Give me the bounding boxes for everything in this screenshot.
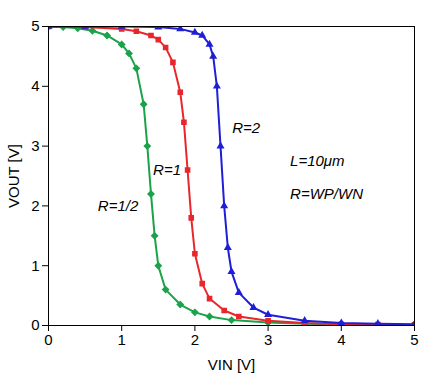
svg-text:5: 5	[410, 331, 418, 348]
svg-text:0: 0	[31, 316, 39, 333]
svg-text:3: 3	[264, 331, 272, 348]
svg-text:R=WP/WN: R=WP/WN	[290, 185, 363, 202]
svg-text:R=1/2: R=1/2	[98, 197, 139, 214]
svg-text:4: 4	[337, 331, 345, 348]
svg-text:R=1: R=1	[153, 161, 181, 178]
svg-text:2: 2	[191, 331, 199, 348]
svg-text:2: 2	[31, 197, 39, 214]
svg-text:R=2: R=2	[232, 119, 261, 136]
svg-text:1: 1	[31, 257, 39, 274]
svg-text:4: 4	[31, 77, 39, 94]
svg-text:3: 3	[31, 137, 39, 154]
svg-text:0: 0	[44, 331, 52, 348]
svg-text:VIN [V]: VIN [V]	[208, 356, 256, 373]
svg-text:L=10μm: L=10μm	[290, 152, 345, 169]
svg-text:1: 1	[118, 331, 126, 348]
svg-text:5: 5	[31, 17, 39, 34]
svg-text:VOUT [V]: VOUT [V]	[5, 144, 22, 208]
